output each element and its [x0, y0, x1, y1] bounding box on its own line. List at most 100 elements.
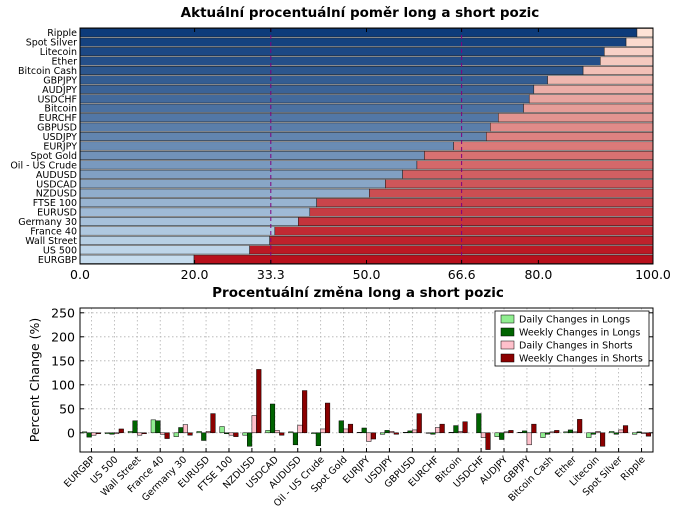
legend-swatch [501, 328, 514, 336]
change-bar [614, 433, 619, 434]
short-bar [626, 38, 653, 46]
change-bar [229, 433, 234, 435]
change-bar [568, 430, 573, 433]
change-bar [165, 433, 170, 439]
change-bar [454, 426, 459, 433]
change-bar [380, 433, 385, 434]
y-tick-label: 0 [67, 425, 75, 440]
short-bar [604, 47, 653, 55]
change-bar [412, 430, 417, 433]
change-bar [408, 431, 413, 433]
change-bar [211, 414, 216, 433]
x-tick-label: 33.3 [257, 267, 285, 282]
short-bar [637, 29, 653, 37]
long-bar [80, 236, 270, 244]
change-bar [499, 433, 504, 440]
change-bar [293, 433, 298, 445]
change-bar [105, 433, 110, 434]
x-tick-label: 66.6 [448, 267, 476, 282]
change-bar [385, 430, 390, 432]
change-bar [541, 433, 546, 438]
short-bar [600, 57, 653, 65]
x-tick-label: 80.0 [524, 267, 552, 282]
change-bar [495, 433, 500, 437]
change-bar [110, 433, 115, 434]
change-bar [564, 432, 569, 433]
change-bar [160, 433, 165, 434]
change-bar [91, 433, 96, 435]
change-bar [458, 431, 463, 432]
change-bar [201, 433, 206, 441]
change-bar [289, 432, 294, 433]
long-bar [80, 217, 298, 225]
x-tick-label: 20.0 [181, 267, 209, 282]
y-tick-label: 100 [51, 377, 75, 392]
change-bar [623, 426, 628, 433]
change-bar [550, 432, 555, 433]
change-bar [522, 431, 527, 433]
change-bar [197, 431, 202, 432]
short-bar [486, 132, 653, 140]
long-bar [80, 151, 424, 159]
short-bar [317, 198, 653, 206]
change-bar [362, 428, 367, 433]
long-bar [80, 246, 250, 254]
y-tick-label: 50 [59, 401, 75, 416]
change-bar [632, 433, 637, 434]
long-bar [80, 47, 604, 55]
change-bar [637, 432, 642, 433]
change-bar [183, 425, 188, 433]
long-bar [80, 66, 583, 74]
bottom-chart-y-axis-label: Percent Change (%) [27, 318, 42, 442]
change-bar [174, 433, 179, 437]
legend-swatch [501, 354, 514, 362]
legend-swatch [501, 341, 514, 349]
long-bar [80, 104, 524, 112]
change-bar [596, 431, 601, 432]
long-bar [80, 132, 486, 140]
change-bar [321, 429, 326, 433]
change-bar [348, 424, 353, 433]
change-bar [431, 433, 436, 434]
change-bar [417, 414, 422, 433]
change-bar [279, 433, 284, 435]
change-bar [224, 433, 229, 434]
short-bar [498, 113, 653, 121]
change-bar [87, 433, 92, 437]
category-label: Ripple [619, 454, 648, 483]
change-bar [114, 433, 119, 434]
change-bar [252, 416, 257, 433]
long-bar [80, 189, 369, 197]
legend-swatch [501, 315, 514, 323]
y-tick-label: 250 [51, 305, 75, 320]
y-tick-label: 200 [51, 329, 75, 344]
short-bar [424, 151, 653, 159]
change-bar [619, 430, 624, 433]
long-bar [80, 170, 403, 178]
change-bar [151, 420, 156, 433]
change-bar [642, 433, 647, 434]
long-bar [80, 38, 626, 46]
change-bar [298, 425, 303, 433]
long-bar [80, 76, 548, 84]
change-bar [344, 429, 349, 433]
change-bar [577, 419, 582, 432]
legend-label: Daily Changes in Shorts [519, 341, 633, 352]
change-bar [367, 433, 372, 442]
short-bar [417, 161, 653, 169]
change-bar [156, 421, 161, 433]
change-bar [311, 433, 316, 434]
change-bar [325, 403, 330, 433]
short-bar [529, 95, 653, 103]
change-bar [477, 414, 482, 433]
short-bar [548, 76, 653, 84]
x-tick-label: 100.0 [635, 267, 671, 282]
change-bar [481, 433, 486, 438]
change-bar [371, 433, 376, 439]
change-bar [119, 429, 124, 433]
legend-label: Weekly Changes in Shorts [519, 354, 643, 365]
